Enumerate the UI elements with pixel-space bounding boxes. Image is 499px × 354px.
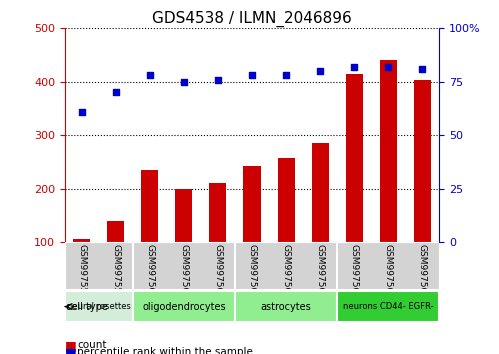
Bar [210, 183, 227, 296]
Point [316, 68, 324, 74]
Text: GSM997558: GSM997558 [77, 245, 86, 299]
Text: ■: ■ [65, 339, 77, 352]
Text: neural rosettes: neural rosettes [67, 302, 131, 311]
Text: astrocytes: astrocytes [260, 302, 311, 312]
Point [112, 90, 120, 95]
Point [384, 64, 392, 70]
Bar [73, 239, 90, 296]
Point [418, 66, 426, 72]
Bar [345, 74, 363, 296]
Bar [176, 189, 193, 296]
Text: GSM997562: GSM997562 [214, 245, 223, 299]
Point [180, 79, 188, 85]
Text: percentile rank within the sample: percentile rank within the sample [77, 347, 253, 354]
Text: oligodendrocytes: oligodendrocytes [142, 302, 226, 312]
FancyBboxPatch shape [133, 291, 235, 322]
Title: GDS4538 / ILMN_2046896: GDS4538 / ILMN_2046896 [152, 11, 352, 27]
Point [146, 73, 154, 78]
Text: GSM997567: GSM997567 [384, 245, 393, 299]
Text: GSM997564: GSM997564 [281, 245, 290, 299]
Text: GSM997563: GSM997563 [248, 245, 256, 299]
Text: count: count [77, 340, 107, 350]
Text: GSM997561: GSM997561 [180, 245, 189, 299]
Text: GSM997568: GSM997568 [418, 245, 427, 299]
Bar [277, 158, 294, 296]
Text: ■: ■ [65, 346, 77, 354]
FancyBboxPatch shape [235, 291, 337, 322]
Bar [244, 166, 260, 296]
Bar [380, 61, 397, 296]
Bar [414, 80, 431, 296]
Point [350, 64, 358, 70]
Text: GSM997559: GSM997559 [111, 245, 120, 299]
Bar [311, 143, 328, 296]
Text: cell type: cell type [65, 302, 107, 312]
Bar [141, 170, 159, 296]
Point [78, 109, 86, 115]
FancyBboxPatch shape [337, 291, 439, 322]
FancyBboxPatch shape [65, 291, 133, 322]
Text: GSM997560: GSM997560 [145, 245, 154, 299]
Text: GSM997566: GSM997566 [350, 245, 359, 299]
Text: neurons CD44- EGFR-: neurons CD44- EGFR- [343, 302, 433, 311]
Point [248, 73, 256, 78]
Point [282, 73, 290, 78]
Bar [107, 221, 124, 296]
Point [214, 77, 222, 82]
Text: GSM997565: GSM997565 [315, 245, 324, 299]
